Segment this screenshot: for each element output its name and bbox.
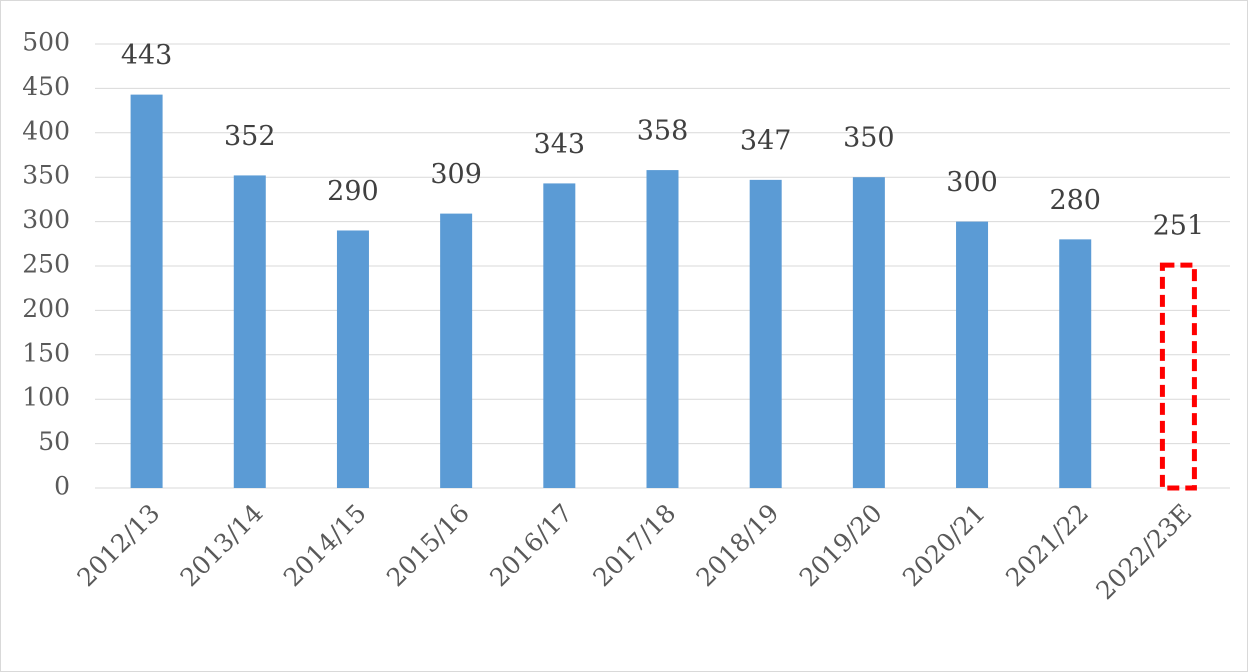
y-tick-label: 350 — [22, 161, 70, 190]
y-tick-label: 400 — [22, 116, 70, 145]
bar — [956, 221, 989, 488]
bar — [543, 183, 576, 488]
data-label: 443 — [121, 40, 173, 71]
data-label: 251 — [1153, 211, 1205, 242]
bar — [130, 94, 163, 488]
bar — [646, 170, 679, 488]
bar — [1159, 262, 1197, 491]
y-tick-label: 500 — [22, 28, 70, 57]
y-tick-label: 0 — [54, 472, 70, 501]
data-label: 343 — [534, 129, 586, 160]
y-tick-label: 200 — [22, 294, 70, 323]
data-label: 280 — [1049, 185, 1101, 216]
y-tick-label: 50 — [38, 427, 70, 456]
data-label: 347 — [740, 125, 792, 156]
bar — [852, 177, 885, 488]
y-tick-label: 450 — [22, 72, 70, 101]
y-tick-label: 100 — [22, 383, 70, 412]
bar — [336, 230, 369, 489]
data-label: 350 — [843, 123, 895, 154]
data-label: 352 — [224, 121, 276, 152]
bar — [440, 213, 473, 488]
data-label: 300 — [946, 167, 998, 198]
y-tick-label: 300 — [22, 205, 70, 234]
bar — [1059, 239, 1092, 488]
data-label: 309 — [430, 159, 482, 190]
y-tick-label: 150 — [22, 338, 70, 367]
bar — [749, 179, 782, 488]
y-tick-label: 250 — [22, 250, 70, 279]
data-label: 290 — [327, 176, 379, 207]
bar — [233, 175, 266, 488]
data-label: 358 — [637, 116, 689, 147]
